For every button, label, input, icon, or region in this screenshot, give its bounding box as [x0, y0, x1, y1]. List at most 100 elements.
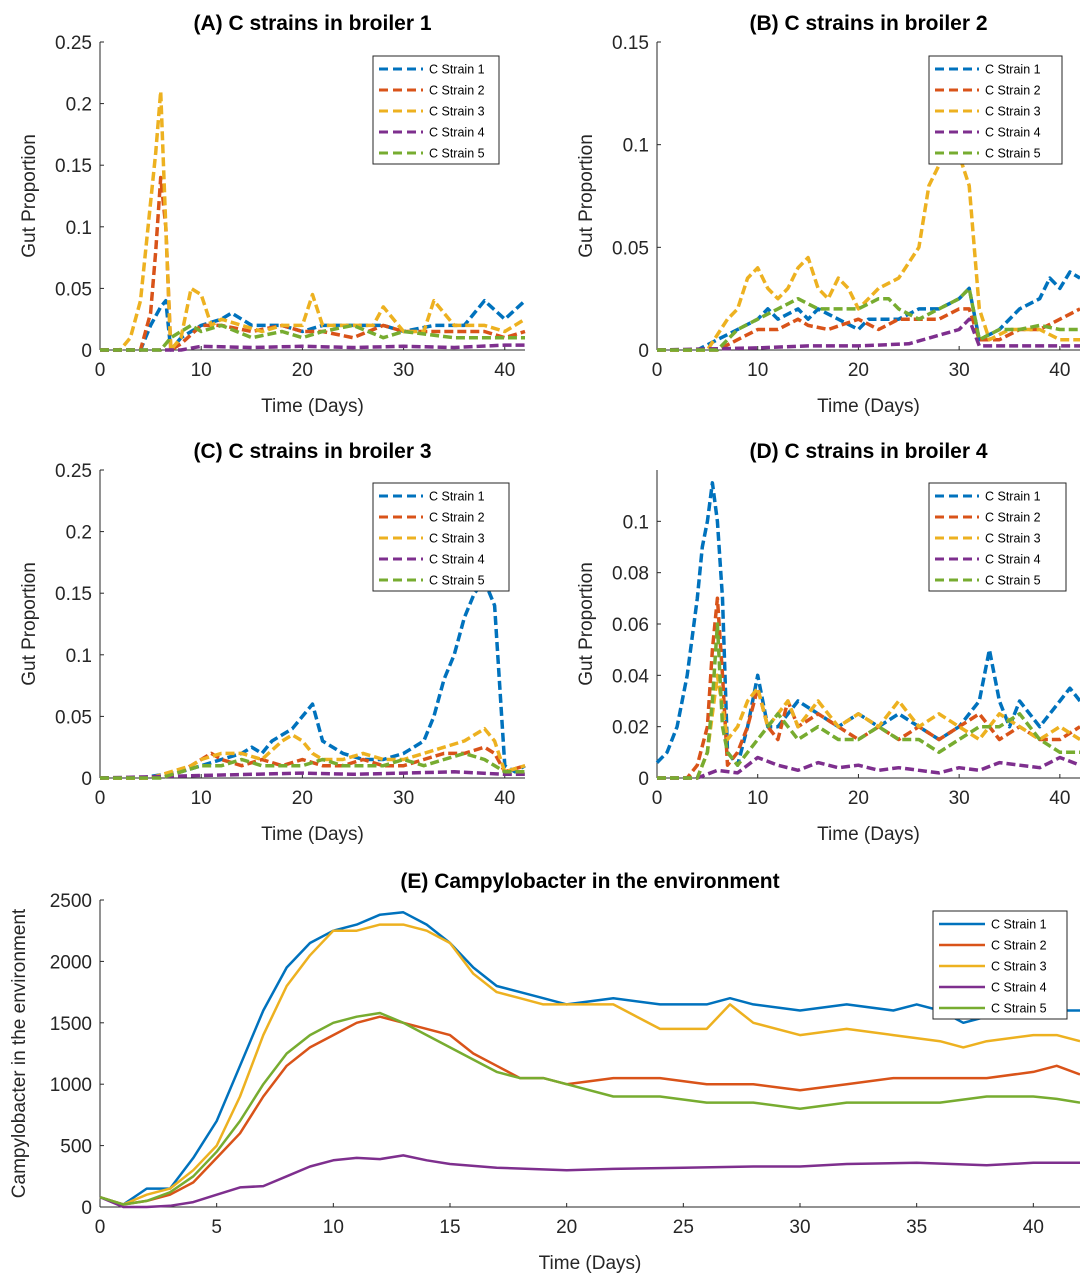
- x-tick-label: 0: [652, 788, 663, 809]
- y-tick-label: 0.1: [623, 512, 649, 533]
- x-axis-label: Time (Days): [261, 396, 364, 417]
- legend-label-strain-1: C Strain 1: [991, 918, 1047, 932]
- chart-title: (A) C strains in broiler 1: [193, 12, 431, 35]
- series-line-strain-1: [99, 911, 1080, 1206]
- x-tick-label: 10: [191, 788, 212, 809]
- x-tick-label: 40: [494, 788, 515, 809]
- y-axis-label: Gut Proportion: [19, 134, 40, 258]
- legend-label-strain-5: C Strain 5: [429, 147, 485, 161]
- legend-label-strain-2: C Strain 2: [985, 511, 1041, 525]
- y-axis-label: Gut Proportion: [576, 562, 597, 686]
- x-tick-label: 5: [211, 1217, 222, 1238]
- legend-label-strain-1: C Strain 1: [429, 63, 485, 77]
- series-line-strain-5: [657, 622, 1080, 780]
- y-tick-label: 0.04: [612, 666, 649, 687]
- series-line-strain-5: [100, 751, 525, 780]
- x-tick-label: 15: [439, 1217, 460, 1238]
- legend-label-strain-3: C Strain 3: [429, 532, 485, 546]
- x-tick-label: 0: [95, 360, 106, 381]
- x-tick-label: 0: [95, 1217, 106, 1238]
- y-tick-label: 0: [81, 341, 92, 362]
- x-tick-label: 20: [292, 788, 313, 809]
- y-tick-label: 0.15: [55, 156, 92, 177]
- panel-d: 0 10 20 30 40 0 0.02 0.04 0.06 0.08 0.1 (D) C strai…: [576, 440, 1080, 845]
- y-tick-label: 0.08: [612, 564, 649, 585]
- panel-b: 0 10 20 30 40 0 0.05 0.1 0.15 (B) C strains in br…: [576, 12, 1080, 417]
- y-tick-label: 0.05: [55, 279, 92, 300]
- x-axis-label: Time (Days): [539, 1253, 642, 1274]
- y-tick-label: 0.15: [612, 33, 649, 54]
- y-tick-label: 0.05: [55, 707, 92, 728]
- series-line-strain-1: [657, 270, 1080, 352]
- y-tick-label: 0.02: [612, 718, 649, 739]
- series-line-strain-1: [100, 298, 527, 352]
- series-line-strain-3: [657, 673, 1080, 780]
- legend-label-strain-3: C Strain 3: [985, 532, 1041, 546]
- x-tick-label: 40: [1049, 788, 1070, 809]
- y-tick-label: 0.2: [66, 95, 92, 116]
- series-line-strain-4: [100, 343, 525, 352]
- series-line-strain-4: [99, 770, 525, 780]
- x-tick-label: 20: [292, 360, 313, 381]
- series-line-strain-3: [100, 726, 526, 780]
- legend-label-strain-3: C Strain 3: [985, 105, 1041, 119]
- x-tick-label: 10: [747, 788, 768, 809]
- series-line-strain-4: [657, 755, 1080, 780]
- x-tick-label: 30: [393, 360, 414, 381]
- legend-label-strain-2: C Strain 2: [991, 939, 1047, 953]
- y-tick-label: 2500: [50, 891, 92, 912]
- series-line-strain-2: [100, 175, 526, 352]
- chart-title: (D) C strains in broiler 4: [749, 440, 987, 463]
- x-axis-label: Time (Days): [817, 396, 920, 417]
- legend-label-strain-5: C Strain 5: [429, 574, 485, 588]
- x-axis-label: Time (Days): [817, 824, 920, 845]
- legend-label-strain-3: C Strain 3: [991, 960, 1047, 974]
- x-tick-label: 10: [747, 360, 768, 381]
- x-tick-label: 30: [949, 788, 970, 809]
- x-tick-label: 20: [848, 360, 869, 381]
- series-line-strain-5: [99, 1011, 1080, 1206]
- legend-label-strain-1: C Strain 1: [985, 490, 1041, 504]
- y-tick-label: 0.06: [612, 615, 649, 636]
- y-tick-label: 2000: [50, 952, 92, 973]
- series-line-strain-4: [656, 317, 1080, 352]
- series-line-strain-5: [657, 286, 1080, 352]
- series-line-strain-1: [655, 481, 1080, 767]
- y-tick-label: 0: [638, 341, 649, 362]
- x-tick-label: 10: [191, 360, 212, 381]
- series-line-strain-2: [99, 1015, 1080, 1206]
- y-axis-label: Gut Proportion: [576, 134, 597, 258]
- y-tick-label: 0: [638, 769, 649, 790]
- legend-label-strain-5: C Strain 5: [991, 1002, 1047, 1016]
- legend-label-strain-5: C Strain 5: [985, 574, 1041, 588]
- legend-label-strain-1: C Strain 1: [985, 63, 1041, 77]
- series-line-strain-2: [657, 307, 1080, 352]
- x-axis-label: Time (Days): [261, 824, 364, 845]
- series-line-strain-3: [657, 142, 1080, 352]
- y-tick-label: 1500: [50, 1014, 92, 1035]
- y-tick-label: 500: [60, 1137, 92, 1158]
- legend-label-strain-5: C Strain 5: [985, 147, 1041, 161]
- y-tick-label: 0: [81, 769, 92, 790]
- chart-title: (E) Campylobacter in the environment: [400, 870, 779, 893]
- x-tick-label: 0: [95, 788, 106, 809]
- legend-label-strain-4: C Strain 4: [985, 553, 1041, 567]
- series-line-strain-4: [99, 1154, 1080, 1209]
- x-tick-label: 20: [556, 1217, 577, 1238]
- chart-title: (C) C strains in broiler 3: [193, 440, 431, 463]
- y-tick-label: 0.1: [66, 218, 92, 239]
- legend-label-strain-3: C Strain 3: [429, 105, 485, 119]
- legend-label-strain-1: C Strain 1: [429, 490, 485, 504]
- series-line-strain-3: [99, 923, 1080, 1206]
- y-tick-label: 0.2: [66, 523, 92, 544]
- series-line-strain-3: [100, 89, 526, 352]
- y-axis-label: Campylobacter in the environment: [9, 908, 30, 1198]
- y-tick-label: 1000: [50, 1075, 92, 1096]
- x-tick-label: 30: [949, 360, 970, 381]
- x-tick-label: 40: [1023, 1217, 1044, 1238]
- x-tick-label: 40: [1049, 360, 1070, 381]
- legend-label-strain-2: C Strain 2: [429, 511, 485, 525]
- panel-c: 0 10 20 30 40 0 0.05 0.1 0.15 0.2 0.25 (C) C strain…: [19, 440, 526, 845]
- y-tick-label: 0.1: [66, 646, 92, 667]
- chart-title: (B) C strains in broiler 2: [749, 12, 987, 35]
